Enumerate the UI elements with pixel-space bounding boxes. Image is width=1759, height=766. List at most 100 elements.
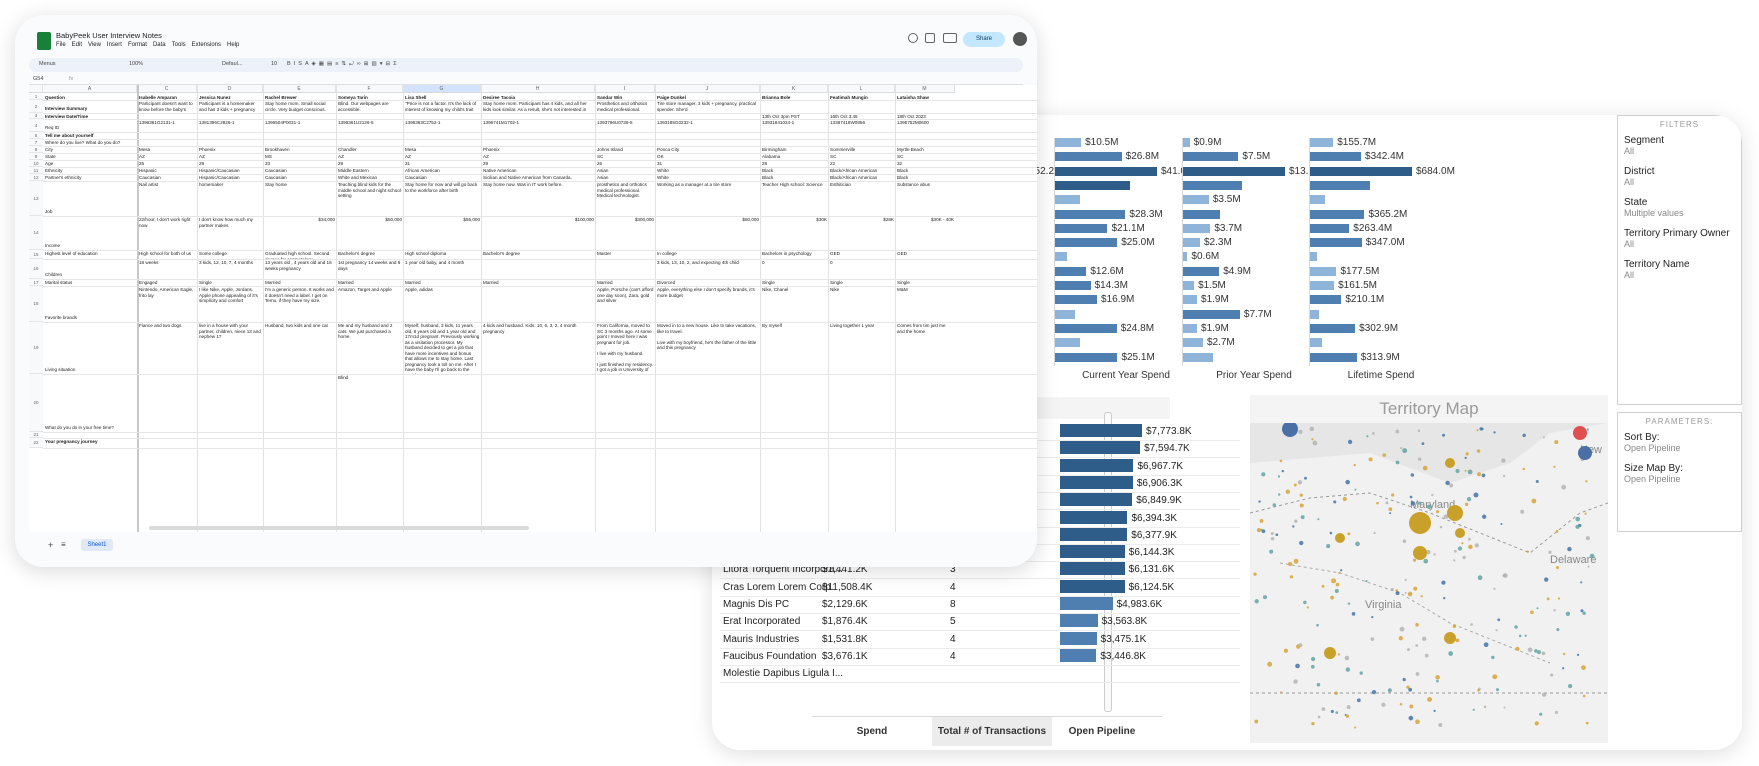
pipeline-bar[interactable] — [1060, 597, 1113, 610]
response-cell[interactable]: $28K — [883, 217, 894, 222]
response-cell[interactable]: Black — [897, 168, 909, 173]
menu-item-extensions[interactable]: Extensions — [191, 42, 222, 48]
response-cell[interactable]: Isabelle Amparan — [139, 95, 177, 100]
response-cell[interactable]: live in a house with your partner, child… — [199, 323, 262, 339]
response-cell[interactable]: Jessica Nunez — [199, 95, 231, 100]
question-cell[interactable]: Income — [45, 243, 61, 248]
response-cell[interactable]: Moved in to a new house. Like to take va… — [657, 323, 757, 350]
response-cell[interactable]: SC — [597, 154, 604, 159]
bar-row[interactable]: $2.3M — [1183, 237, 1232, 248]
row-header[interactable]: 14 — [29, 216, 43, 250]
pipeline-bar[interactable] — [1060, 527, 1128, 541]
horizontal-scrollbar[interactable] — [149, 526, 529, 530]
response-cell[interactable]: Stay home mom. Participant has 4 kids, a… — [483, 101, 588, 112]
response-cell[interactable]: Hispanic/Caucasian — [199, 168, 240, 173]
response-cell[interactable]: Ponca City — [657, 147, 680, 152]
response-cell[interactable]: M&M — [897, 287, 908, 292]
response-cell[interactable]: Hispanic — [139, 168, 157, 173]
response-cell[interactable]: Nintendo, American Eagle, frito lay — [139, 287, 195, 298]
response-cell[interactable]: White and Mexican — [338, 175, 378, 180]
question-cell[interactable]: City — [45, 147, 53, 152]
row-header[interactable]: 10 — [29, 160, 43, 167]
response-cell[interactable]: Master — [597, 251, 612, 256]
response-cell[interactable]: Teaching blind kids for the middle schoo… — [338, 182, 402, 198]
response-cell[interactable]: 0 — [830, 260, 833, 265]
response-cell[interactable]: Nail artist — [139, 182, 159, 187]
bar-row[interactable]: $347.0M — [1310, 237, 1405, 248]
toolbar-buttons[interactable]: B I S A ◈ ▦ ▤ ≡ ⇅ ⤾ ∞ ⊞ ▥ ▾ ⊟ Σ — [287, 61, 397, 67]
bar-row[interactable]: $24.8M — [1055, 323, 1154, 334]
row-header[interactable]: 19 — [29, 322, 43, 374]
response-cell[interactable]: Apple, everything else I don't specify b… — [657, 287, 757, 298]
bar[interactable] — [1183, 209, 1220, 219]
row-header[interactable]: 18 — [29, 286, 43, 322]
row-header[interactable]: 21 — [29, 432, 43, 438]
add-sheet-icon[interactable]: + — [48, 540, 54, 550]
bar[interactable] — [1055, 338, 1080, 348]
response-cell[interactable]: Blind. Our webpages are accessible. — [338, 101, 390, 112]
pipeline-bar[interactable] — [1060, 545, 1125, 559]
response-cell[interactable]: Engaged — [139, 280, 158, 285]
bar[interactable] — [1183, 238, 1200, 248]
response-cell[interactable]: 1st pregnancy 14 weeks and 6 days — [338, 260, 402, 271]
map-bubble[interactable] — [1578, 446, 1592, 460]
pipeline-bar[interactable] — [1060, 510, 1128, 524]
question-cell[interactable]: Question — [45, 95, 65, 100]
zoom-select[interactable]: 100% — [129, 61, 144, 67]
response-cell[interactable]: Some college — [199, 251, 227, 256]
response-cell[interactable]: Living together 1 year — [830, 323, 875, 328]
row-header[interactable]: 8 — [29, 146, 43, 153]
response-cell[interactable]: Lataisha Shaw — [897, 95, 929, 100]
map-bubble[interactable] — [1447, 505, 1463, 521]
avatar[interactable] — [1013, 32, 1027, 46]
response-cell[interactable]: Sandar Win — [597, 95, 623, 100]
row-header[interactable]: 9 — [29, 153, 43, 160]
bar-row[interactable]: $263.4M — [1310, 223, 1392, 234]
bar[interactable] — [1310, 180, 1370, 190]
filter-value[interactable]: All — [1624, 146, 1635, 156]
response-cell[interactable]: 1393796U0736-5 — [597, 120, 633, 125]
response-cell[interactable]: Sicilian and Native American from Canard… — [483, 175, 572, 180]
column-header[interactable]: I — [595, 85, 655, 93]
bar[interactable] — [1183, 323, 1198, 333]
column-header[interactable]: H — [481, 85, 595, 93]
map-bubble[interactable] — [1573, 426, 1587, 440]
pipeline-bar[interactable] — [1060, 475, 1133, 489]
response-cell[interactable]: $30K — [816, 217, 827, 222]
bar-row[interactable]: $161.5M — [1310, 280, 1377, 291]
filter-segment[interactable]: Segment All — [1624, 135, 1735, 156]
pipeline-bar[interactable] — [1060, 648, 1097, 662]
row-header[interactable]: 2 — [29, 100, 43, 113]
bar-row[interactable] — [1310, 252, 1321, 262]
response-cell[interactable]: $34,000 — [318, 217, 335, 222]
response-cell[interactable]: 32 — [897, 161, 903, 166]
map-bubble[interactable] — [1413, 546, 1427, 560]
response-cell[interactable]: Husband, two kids and one cat — [265, 323, 328, 328]
cell-reference[interactable]: G54 — [33, 76, 44, 82]
map-bubble[interactable] — [1409, 512, 1431, 534]
response-cell[interactable]: 1 year old baby, and 4 month — [405, 260, 465, 265]
bar[interactable] — [1183, 266, 1220, 276]
response-cell[interactable]: Comes from tim just me and the home — [897, 323, 947, 334]
response-cell[interactable]: $300,000 — [634, 217, 654, 222]
column-header[interactable]: L — [828, 85, 895, 93]
bar-row[interactable]: $21.1M — [1055, 223, 1145, 234]
bar-row[interactable]: $1.9M — [1183, 323, 1229, 334]
response-cell[interactable]: Single — [199, 280, 212, 285]
response-cell[interactable]: Alabama — [762, 154, 781, 159]
row-header[interactable]: 13 — [29, 181, 43, 216]
bar-row[interactable]: $1.5M — [1183, 280, 1226, 291]
parameter-value[interactable]: Open Pipeline — [1624, 474, 1681, 484]
response-cell[interactable]: Stay home for now and will go back to th… — [405, 182, 479, 193]
response-cell[interactable]: 29 — [483, 161, 489, 166]
table-row[interactable]: Litora Torquent Incorpora... $1,441.2K 3 $6… — [720, 560, 1240, 580]
response-cell[interactable]: $80,000 — [742, 217, 759, 222]
column-header[interactable]: F — [336, 85, 403, 93]
response-cell[interactable]: Mesa — [139, 147, 151, 152]
bar-row[interactable] — [1183, 352, 1217, 362]
question-cell[interactable]: Interview Summary — [45, 106, 88, 111]
spreadsheet-grid[interactable]: A C D E F G H I J K L M 1 Question Isabelle Amparan Jes… — [29, 85, 1037, 532]
map-bubble[interactable] — [1444, 632, 1456, 644]
bar-row[interactable]: $0.6M — [1183, 251, 1219, 262]
menu-item-help[interactable]: Help — [227, 42, 240, 48]
